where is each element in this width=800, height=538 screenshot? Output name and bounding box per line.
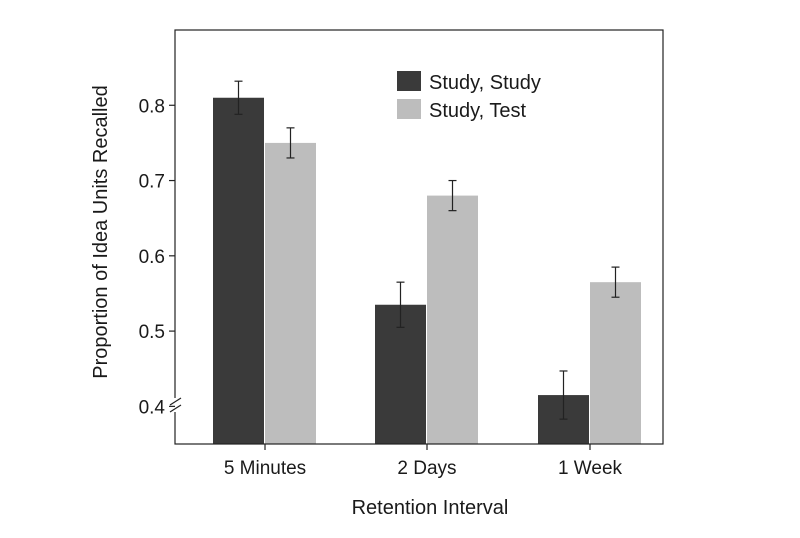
legend-label-study-test: Study, Test xyxy=(429,100,527,122)
error-bar-study-study-5-minutes xyxy=(234,80,243,115)
axis-break-mark xyxy=(168,397,182,413)
y-axis: 0.4 0.5 0.6 0.7 0.8 xyxy=(139,96,175,418)
bar-study-test-1-week xyxy=(590,282,641,444)
legend-label-study-study: Study, Study xyxy=(429,72,541,94)
y-tick-label-0-4: 0.4 xyxy=(139,397,166,418)
plot-frame xyxy=(174,29,664,445)
bar-study-study-5-minutes xyxy=(213,97,264,444)
bar-study-study-2-days xyxy=(375,304,426,444)
y-tick-label-0-6: 0.6 xyxy=(139,247,165,268)
error-bar-study-test-1-week xyxy=(611,266,620,298)
error-bar-study-test-5-minutes xyxy=(286,127,295,159)
error-bars-layer xyxy=(234,80,620,420)
x-tick-label-2-days: 2 Days xyxy=(397,458,456,479)
x-tick-label-1-week: 1 Week xyxy=(558,458,623,479)
error-bar-study-study-2-days xyxy=(396,281,405,328)
x-axis-title: Retention Interval xyxy=(352,497,509,519)
y-tick-label-0-5: 0.5 xyxy=(139,322,165,343)
legend-swatch-study-test xyxy=(397,99,421,119)
bar-study-test-2-days xyxy=(427,195,478,444)
y-tick-label-0-8: 0.8 xyxy=(139,96,165,117)
error-bar-study-test-2-days xyxy=(448,179,457,212)
legend-swatch-study-study xyxy=(397,71,421,91)
y-axis-title: Proportion of Idea Units Recalled xyxy=(90,85,112,379)
x-tick-label-5-minutes: 5 Minutes xyxy=(224,458,306,479)
bar-study-test-5-minutes xyxy=(265,142,316,444)
x-axis: 5 Minutes 2 Days 1 Week xyxy=(224,444,623,479)
y-tick-label-0-7: 0.7 xyxy=(139,172,165,193)
bars-layer xyxy=(213,97,641,444)
legend: Study, Study Study, Test xyxy=(397,71,541,122)
error-bar-study-study-1-week xyxy=(559,370,568,420)
